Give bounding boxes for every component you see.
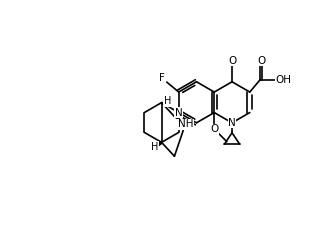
Text: F: F (158, 73, 164, 83)
Text: NH: NH (178, 119, 193, 129)
Text: H: H (151, 142, 158, 152)
Text: OH: OH (276, 75, 292, 85)
Text: O: O (210, 124, 218, 134)
Text: H: H (164, 96, 171, 106)
Text: N: N (228, 118, 236, 128)
Text: O: O (228, 56, 236, 66)
Text: O: O (257, 56, 265, 66)
Text: N: N (175, 107, 183, 118)
